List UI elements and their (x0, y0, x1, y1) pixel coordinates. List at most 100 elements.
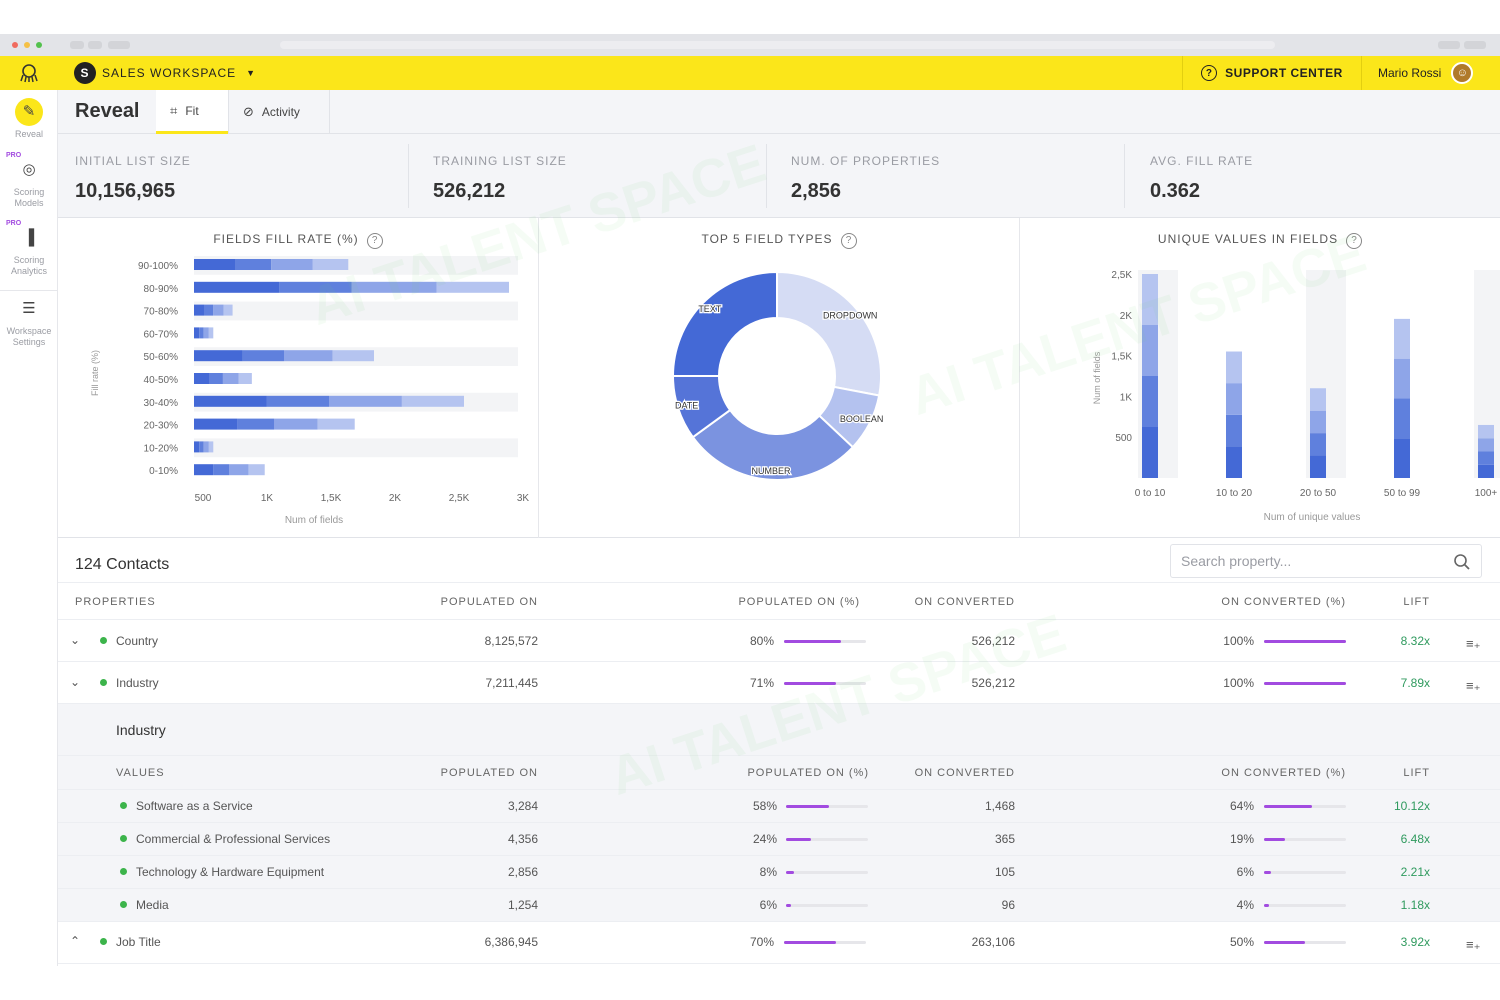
populated-progress (784, 640, 866, 643)
converted-pct: 100% (1223, 676, 1254, 690)
maximize-window-icon[interactable] (36, 42, 42, 48)
value-row[interactable]: Technology & Hardware Equipment 2,856 8%… (58, 856, 1500, 889)
tab-fit[interactable]: ⌗ Fit (156, 90, 228, 134)
back-icon[interactable] (70, 41, 84, 49)
sidebar-item-reveal[interactable]: ✎ Reveal (0, 98, 58, 140)
octopus-logo-icon (20, 64, 38, 83)
chevron-down-icon[interactable]: ⌄ (70, 675, 81, 689)
property-label: Country (116, 634, 159, 648)
share-icon[interactable] (1438, 41, 1460, 49)
converted-value: 1,468 (984, 799, 1015, 813)
tab-activity[interactable]: ⊘ Activity (228, 90, 330, 134)
lift-value: 2.21x (1400, 865, 1430, 879)
y-tick-label: 60-70% (144, 329, 179, 340)
add-to-list-icon[interactable]: ≡₊ (1466, 678, 1481, 693)
add-to-list-icon[interactable]: ≡₊ (1466, 937, 1481, 952)
help-icon[interactable]: ? (1346, 233, 1363, 249)
column-header[interactable]: ON CONVERTED (914, 767, 1015, 779)
app-logo[interactable] (0, 56, 58, 90)
workspace-selector[interactable]: S SALES WORKSPACE ▼ (74, 62, 256, 84)
converted-progress-fill (1264, 871, 1271, 874)
sidebar-item-scoring-analytics[interactable]: ▐ Scoring Analytics (0, 224, 58, 277)
tab-label: Fit (185, 103, 199, 118)
browser-bar (0, 34, 1500, 56)
chevron-up-icon[interactable]: ⌃ (70, 934, 81, 948)
value-name: Commercial & Professional Services (120, 832, 330, 846)
field-types-chart-panel: TOP 5 FIELD TYPES? DROPDOWN BOOLEAN NUMBER… (539, 218, 1019, 538)
converted-value: 526,212 (971, 634, 1015, 648)
search-icon[interactable] (1453, 553, 1471, 571)
column-header[interactable]: POPULATED ON (440, 596, 538, 608)
value-row[interactable]: Software as a Service 3,284 58% 1,468 64… (58, 790, 1500, 823)
sidebar-toggle-icon[interactable] (108, 41, 130, 49)
bar-segment (1142, 427, 1158, 478)
column-header[interactable]: VALUES (116, 767, 165, 779)
stats-row: INITIAL LIST SIZE 10,156,965 TRAINING LI… (58, 134, 1500, 218)
sidebar-item-label: Scoring Analytics (10, 255, 47, 276)
x-tick-label: 3K (517, 493, 530, 504)
properties-table-area: 124 Contacts PROPERTIES POPULATED ON POP… (58, 538, 1500, 966)
sidebar-item-workspace-settings[interactable]: ☰ Workspace Settings (0, 290, 58, 348)
column-header[interactable]: LIFT (1403, 596, 1430, 608)
value-row[interactable]: Media 1,254 6% 96 4% 1.18x (58, 889, 1500, 922)
converted-pct: 50% (1229, 935, 1254, 949)
lift-value: 6.48x (1400, 832, 1430, 846)
sidebar-item-scoring-models[interactable]: ◎ Scoring Models (0, 156, 58, 209)
column-header[interactable]: POPULATED ON (%) (747, 767, 869, 779)
charts-row: FIELDS FILL RATE (%)? 90-100% 80-90% 70-80… (58, 218, 1500, 538)
table-row-job-title[interactable]: ⌃ Job Title 6,386,945 70% 263,106 50% 3.… (58, 922, 1500, 964)
close-window-icon[interactable] (12, 42, 18, 48)
column-header[interactable]: ON CONVERTED (%) (1221, 767, 1346, 779)
column-header[interactable]: LIFT (1403, 767, 1430, 779)
x-tick-label: 50 to 99 (1384, 488, 1421, 499)
user-menu[interactable]: Mario Rossi ☺ (1378, 56, 1474, 90)
bar-segment (271, 259, 313, 270)
populated-pct: 71% (749, 676, 774, 690)
bar-segment (222, 373, 239, 384)
bar-segment (1226, 414, 1242, 447)
slice-label: DROPDOWN (823, 310, 878, 320)
stat-training-list-size: TRAINING LIST SIZE 526,212 (416, 134, 766, 218)
bar-segment (1142, 274, 1158, 325)
search-input[interactable] (1181, 553, 1441, 569)
converted-value: 365 (994, 832, 1015, 846)
help-icon[interactable]: ? (366, 233, 383, 249)
minimize-window-icon[interactable] (24, 42, 30, 48)
table-row-country[interactable]: ⌄ Country 8,125,572 80% 526,212 100% 8.3… (58, 620, 1500, 662)
stat-initial-list-size: INITIAL LIST SIZE 10,156,965 (58, 134, 408, 218)
main-content: Reveal ⌗ Fit ⊘ Activity INITIAL LIST SIZ… (58, 90, 1500, 966)
column-header[interactable]: ON CONVERTED (%) (1221, 596, 1346, 608)
table-row-industry[interactable]: ⌄ Industry 7,211,445 71% 526,212 100% 7.… (58, 662, 1500, 704)
tabs-icon[interactable] (1464, 41, 1486, 49)
sliders-icon: ☰ (22, 300, 36, 317)
stat-avg-fill-rate: AVG. FILL RATE 0.362 (1133, 134, 1483, 218)
status-dot (100, 679, 107, 686)
column-header[interactable]: PROPERTIES (75, 596, 156, 608)
bar-segment (208, 327, 214, 339)
y-tick-label: 50-60% (144, 352, 179, 363)
column-header[interactable]: POPULATED ON (%) (738, 596, 860, 608)
support-center-button[interactable]: ? SUPPORT CENTER (1182, 56, 1362, 90)
search-box (1170, 544, 1482, 578)
bar-segment (248, 464, 265, 476)
add-to-list-icon[interactable]: ≡₊ (1466, 636, 1481, 651)
slice-label: TEXT (698, 304, 722, 314)
converted-progress (1264, 838, 1346, 841)
forward-icon[interactable] (88, 41, 102, 49)
bar-segment (1478, 464, 1494, 478)
column-header[interactable]: ON CONVERTED (914, 596, 1015, 608)
address-bar[interactable] (280, 41, 1275, 49)
chevron-down-icon[interactable]: ⌄ (70, 633, 81, 647)
value-row[interactable]: Commercial & Professional Services 4,356… (58, 823, 1500, 856)
y-tick-label: 90-100% (138, 261, 178, 272)
column-header[interactable]: POPULATED ON (440, 767, 538, 779)
bar-segment (1478, 451, 1494, 465)
bar-segment (199, 441, 204, 453)
bar-segment (194, 350, 243, 362)
populated-pct: 24% (752, 832, 777, 846)
converted-value: 526,212 (971, 676, 1015, 690)
app-window: S SALES WORKSPACE ▼ ? SUPPORT CENTER Mar… (0, 34, 1500, 966)
help-icon[interactable]: ? (840, 233, 857, 249)
bar-segment (1394, 358, 1410, 399)
bar-segment (235, 259, 272, 270)
